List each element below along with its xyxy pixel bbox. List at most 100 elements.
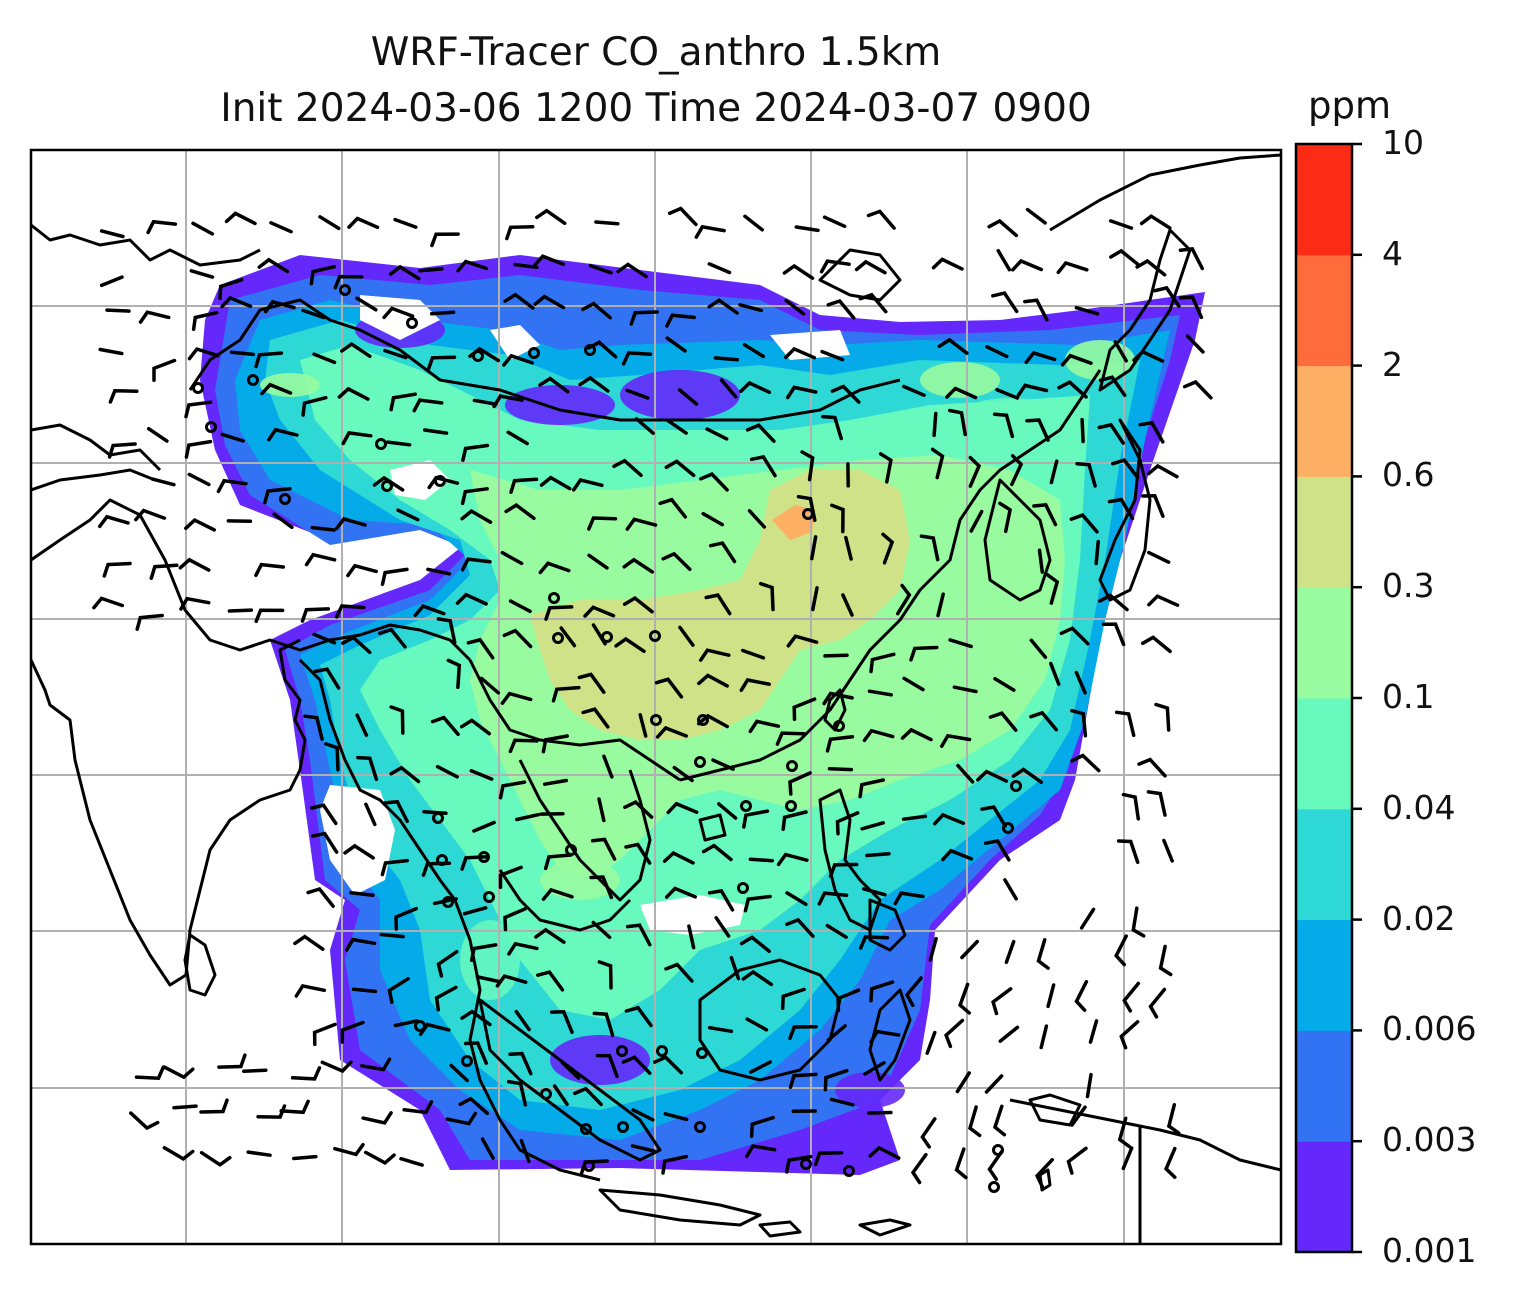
calm-wind-marker [737, 882, 749, 894]
wind-barb [1025, 207, 1047, 225]
wind-barb [901, 814, 928, 821]
wind-barb [835, 811, 860, 836]
wind-barb [385, 440, 412, 447]
wind-barb [747, 509, 767, 529]
wind-barb [421, 861, 452, 877]
wind-barb [199, 1150, 232, 1167]
wind-barb [1146, 790, 1167, 817]
wind-barb [460, 1009, 492, 1027]
wind-barb [460, 487, 489, 506]
wind-barb [1178, 295, 1204, 320]
wind-barb [340, 1020, 365, 1044]
wind-barb [597, 797, 606, 823]
wind-barb [920, 1117, 937, 1149]
wind-barb [711, 758, 735, 771]
wind-barb [355, 296, 378, 312]
wind-barb [1114, 934, 1128, 967]
wind-barb [825, 735, 855, 753]
wind-barb [1153, 285, 1181, 308]
wind-barb [492, 394, 524, 409]
wind-barb [279, 1099, 310, 1115]
wind-barb [713, 356, 740, 362]
wind-barb [469, 943, 498, 963]
wind-barb [269, 221, 293, 234]
colorbar-bin [1296, 587, 1352, 699]
wind-barb [1049, 661, 1061, 686]
wind-barb [948, 638, 973, 649]
wind-barb [430, 715, 460, 737]
wind-barb [577, 672, 606, 694]
wind-barb [533, 254, 566, 267]
wind-barb [780, 987, 806, 1011]
wind-barb [506, 1079, 528, 1107]
wind-barb [461, 443, 490, 462]
colorbar [1294, 142, 1362, 1254]
wind-barb [199, 1098, 229, 1114]
wind-barb [622, 595, 654, 614]
wind-barb [1029, 638, 1048, 660]
wind-barb [1164, 1146, 1177, 1179]
wind-barb [592, 1011, 615, 1038]
wind-barb [293, 934, 325, 951]
wind-barb [436, 617, 457, 645]
wind-barb [380, 858, 410, 877]
wind-barb [658, 497, 688, 519]
wind-barb [396, 508, 420, 522]
wind-barb [729, 955, 741, 981]
wind-barb [1045, 573, 1060, 605]
wind-barb [429, 310, 456, 316]
wind-barb [819, 259, 851, 274]
wind-barb [1024, 350, 1057, 365]
wind-barb [393, 1019, 419, 1028]
wind-barb [324, 742, 340, 772]
wind-barb [334, 516, 367, 531]
wind-barb [1069, 513, 1099, 534]
wind-barb [337, 386, 370, 401]
wind-barb [581, 707, 610, 729]
wind-barb [1113, 340, 1128, 363]
calm-wind-marker [552, 632, 564, 644]
wind-barb [830, 503, 845, 534]
map-gridlines [31, 150, 1281, 1244]
calm-wind-marker [617, 1121, 629, 1133]
wind-barb [829, 1097, 855, 1107]
wind-barb [616, 262, 648, 279]
wind-barb [541, 734, 569, 754]
wind-barb [538, 376, 570, 394]
wind-barb [99, 229, 125, 239]
wind-barb [150, 477, 176, 487]
wind-barb [1079, 907, 1096, 930]
wind-barb [1074, 979, 1089, 1012]
wind-barb [786, 634, 819, 648]
wind-barb [629, 310, 659, 326]
wind-barb [108, 389, 139, 404]
wind-barb [435, 764, 459, 779]
wind-barb [579, 1159, 609, 1176]
wind-barb [652, 1055, 684, 1075]
wind-barb [1004, 939, 1016, 965]
wind-barb [340, 341, 372, 359]
wind-barb [402, 1100, 434, 1115]
wind-barb [1139, 214, 1172, 230]
wind-barb [630, 1144, 656, 1153]
wind-barb [1114, 710, 1136, 738]
wind-barb [356, 755, 379, 782]
wind-barb [1035, 1158, 1054, 1189]
wind-barb [784, 298, 806, 316]
wind-barb [98, 347, 124, 356]
wind-barb [217, 1053, 247, 1069]
calm-wind-marker [988, 1181, 1000, 1193]
wind-barb [1075, 461, 1097, 488]
wind-barb [333, 1142, 365, 1157]
wind-barb [624, 842, 652, 865]
wind-barb [503, 292, 535, 310]
wind-barb [738, 303, 764, 313]
wind-barb [434, 985, 458, 1012]
wind-barb [472, 820, 496, 833]
wind-barb [1132, 349, 1165, 363]
wind-barb [858, 292, 888, 314]
wind-barb [748, 857, 775, 863]
wind-barb [422, 428, 449, 435]
wind-barb [382, 306, 415, 320]
wind-barb [696, 713, 729, 729]
